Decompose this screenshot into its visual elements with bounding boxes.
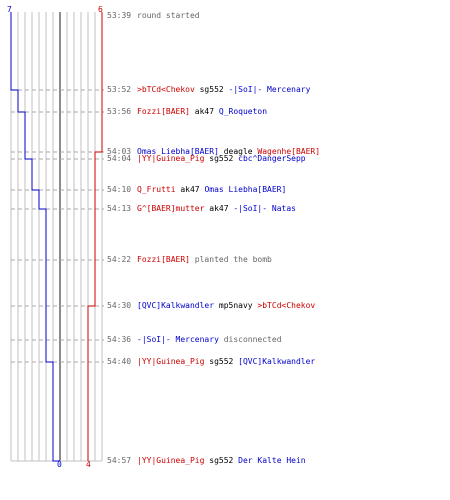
- event-description: planted the bomb: [189, 255, 272, 264]
- player-name: |YY|Guinea_Pig: [137, 154, 205, 163]
- weapon-label: mp5navy: [214, 301, 258, 310]
- event-text: Fozzi[BAER] ak47 Q_Roqueton: [137, 107, 267, 116]
- event-description: round started: [137, 11, 200, 20]
- player-name: Fozzi[BAER]: [137, 107, 190, 116]
- player-name: Der Kalte Hein: [238, 456, 306, 465]
- player-name: G^[BAER]mutter: [137, 204, 205, 213]
- player-name: Fozzi[BAER]: [137, 255, 190, 264]
- event-time: 53:52: [107, 85, 132, 94]
- weapon-label: deagle: [218, 147, 258, 156]
- event-time: 54:22: [107, 255, 132, 264]
- player-name: Omas Liebha[BAER]: [137, 147, 219, 156]
- player-name: Omas Liebha[BAER]: [204, 185, 287, 194]
- event-time: 54:03: [107, 147, 132, 156]
- event-text: |YY|Guinea_Pig sg552 Der Kalte Hein: [137, 456, 306, 465]
- player-name: Q_Frutti: [137, 185, 176, 194]
- team-b-alive-step-line: [87, 12, 103, 461]
- player-name: |YY|Guinea_Pig: [137, 357, 205, 366]
- player-name: >bTCd<Chekov: [137, 85, 195, 94]
- event-text: G^[BAER]mutter ak47 -|SoI|- Natas: [137, 204, 296, 213]
- weapon-label: ak47: [189, 107, 219, 116]
- player-name: -|SoI|- Mercenary: [137, 335, 219, 344]
- player-name: [QVC]Kalkwandler: [238, 357, 316, 366]
- team-a-start-count: 7: [7, 5, 12, 14]
- event-text: round started: [137, 11, 200, 20]
- team-b-end-count: 4: [86, 460, 91, 469]
- event-text: Q_Frutti ak47 Omas Liebha[BAER]: [137, 185, 286, 194]
- player-name: cbc^DangerSepp: [238, 154, 306, 163]
- event-time: 53:39: [107, 11, 132, 20]
- event-text: [QVC]Kalkwandler mp5navy >bTCd<Chekov: [137, 301, 315, 310]
- event-time: 54:04: [107, 154, 132, 163]
- player-name: -|SoI|- Mercenary: [228, 85, 311, 94]
- event-text: -|SoI|- Mercenary disconnected: [137, 335, 282, 344]
- event-time: 54:30: [107, 301, 132, 310]
- weapon-label: sg552: [194, 85, 229, 94]
- team-a-alive-step-line: [10, 12, 60, 462]
- player-name: [QVC]Kalkwandler: [137, 301, 215, 310]
- weapon-label: ak47: [204, 204, 234, 213]
- weapon-label: sg552: [204, 154, 239, 163]
- player-name: -|SoI|- Natas: [233, 204, 296, 213]
- team-a-end-count: 0: [57, 460, 62, 469]
- event-time: 53:56: [107, 107, 132, 116]
- player-name: |YY|Guinea_Pig: [137, 456, 205, 465]
- event-time: 54:36: [107, 335, 132, 344]
- player-name: Q_Roqueton: [218, 107, 268, 116]
- event-time: 54:40: [107, 357, 132, 366]
- event-description: disconnected: [218, 335, 282, 344]
- event-text: >bTCd<Chekov sg552 -|SoI|- Mercenary: [137, 85, 310, 94]
- event-text: |YY|Guinea_Pig sg552 cbc^DangerSepp: [137, 154, 306, 163]
- event-time: 54:13: [107, 204, 132, 213]
- weapon-label: ak47: [175, 185, 205, 194]
- event-text: Fozzi[BAER] planted the bomb: [137, 255, 272, 264]
- event-time: 54:57: [107, 456, 132, 465]
- player-name: Wagenhe[BAER]: [257, 147, 321, 156]
- event-text: Omas Liebha[BAER] deagle Wagenhe[BAER]: [137, 147, 320, 156]
- weapon-label: sg552: [204, 456, 239, 465]
- weapon-label: sg552: [204, 357, 239, 366]
- player-name: >bTCd<Chekov: [257, 301, 316, 310]
- team-b-start-count: 6: [98, 5, 103, 14]
- event-text: |YY|Guinea_Pig sg552 [QVC]Kalkwandler: [137, 357, 315, 366]
- event-time: 54:10: [107, 185, 132, 194]
